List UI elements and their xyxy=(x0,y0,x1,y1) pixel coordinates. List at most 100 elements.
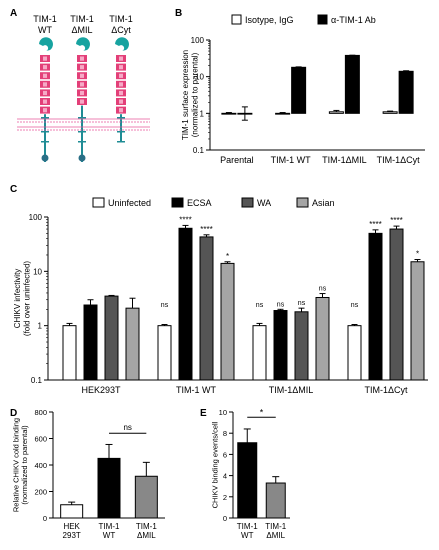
construct-label-line1: TIM-1 xyxy=(70,14,94,24)
panel-d-chart: D 0 200 400 600 800 Relative CHIKV cold bindin… xyxy=(10,408,165,540)
x-tick-label: TIM-1ΔCyt xyxy=(364,385,408,395)
panel-e-chart: E 0 2 4 6 8 10 CHIKV binding events/cell TIM-1 WT… xyxy=(200,407,290,540)
bar xyxy=(199,236,214,381)
bar xyxy=(252,325,267,381)
significance-label: ns xyxy=(319,286,327,293)
y-tick-label: 200 xyxy=(34,488,47,497)
mucin-highlight xyxy=(119,65,123,70)
cytoplasmic-tail-icon xyxy=(41,154,49,162)
y-tick-label: 4 xyxy=(223,472,227,481)
mucin-highlight xyxy=(80,56,84,61)
bar xyxy=(134,475,158,519)
bar xyxy=(125,307,140,381)
bar xyxy=(315,296,330,381)
bar xyxy=(389,228,404,381)
y-axis-label: TIM-1 surface expression(normalized to p… xyxy=(181,50,199,140)
y-tick-label: 0 xyxy=(43,514,47,523)
significance-label: ns xyxy=(298,300,306,307)
mucin-highlight xyxy=(119,108,123,113)
mucin-highlight xyxy=(80,99,84,104)
bar xyxy=(104,295,119,381)
x-tick-label: TIM-1ΔCyt xyxy=(377,155,421,165)
construct-label-line1: TIM-1 xyxy=(33,14,57,24)
bar xyxy=(221,112,237,115)
significance-label: * xyxy=(226,252,229,261)
stalk xyxy=(44,114,46,162)
bar xyxy=(97,457,121,519)
legend-swatch xyxy=(231,14,242,25)
y-tick-label: 10 xyxy=(219,408,227,417)
comparison-label: ns xyxy=(123,423,131,432)
bar xyxy=(347,325,362,381)
tm-tick xyxy=(41,131,49,133)
tm-tick xyxy=(78,131,86,133)
ig-domain-icon xyxy=(76,37,90,51)
bar xyxy=(328,111,344,114)
legend-label: Asian xyxy=(312,198,335,208)
mucin-highlight xyxy=(119,82,123,87)
bar xyxy=(294,311,309,381)
mucin-highlight xyxy=(119,73,123,78)
bar xyxy=(265,482,286,519)
significance-label: **** xyxy=(200,225,212,234)
mucin-highlight xyxy=(80,90,84,96)
legend-swatch xyxy=(171,197,184,208)
legend-swatch xyxy=(317,14,328,25)
y-tick-label: 400 xyxy=(34,461,47,470)
x-tick-label: TIM-1 WT xyxy=(271,155,311,165)
bar xyxy=(62,325,77,381)
legend-swatch xyxy=(92,197,105,208)
y-tick-label: 10 xyxy=(33,267,42,276)
y-tick-label: 1 xyxy=(38,322,43,331)
mucin-highlight xyxy=(119,99,123,104)
tm-tick xyxy=(117,117,125,119)
y-tick-label: 600 xyxy=(34,435,47,444)
cyto-tick xyxy=(41,141,49,143)
bar xyxy=(368,232,383,381)
bar xyxy=(157,325,172,381)
y-tick-label: 800 xyxy=(34,408,47,417)
significance-label: ns xyxy=(277,301,285,308)
significance-label: * xyxy=(416,250,419,259)
bar xyxy=(220,262,235,381)
mucin-highlight xyxy=(43,99,47,104)
y-tick-label: 10 xyxy=(195,73,204,82)
construct-label-line2: WT xyxy=(38,25,52,35)
y-tick-label: 0.1 xyxy=(31,376,43,385)
legend-swatch xyxy=(296,197,309,208)
bar xyxy=(398,70,414,114)
significance-label: **** xyxy=(179,215,191,224)
y-axis-label: Relative CHIKV cold binding(normalized t… xyxy=(11,418,29,512)
legend-label: Isotype, IgG xyxy=(245,15,294,25)
mucin-highlight xyxy=(80,82,84,87)
y-tick-label: 1 xyxy=(200,109,205,118)
bar xyxy=(273,310,288,381)
panel-letter-d: D xyxy=(10,408,17,419)
cyto-tick xyxy=(78,141,86,143)
x-tick-label: TIM-1ΔMIL xyxy=(322,155,367,165)
x-tick-label: TIM-1ΔMIL xyxy=(269,385,314,395)
mucin-highlight xyxy=(43,108,47,113)
stalk xyxy=(81,105,83,162)
mucin-highlight xyxy=(43,90,47,96)
y-axis-label: CHIKV binding events/cell xyxy=(211,421,220,508)
bar xyxy=(410,261,425,381)
construct-label-line1: TIM-1 xyxy=(109,14,133,24)
mucin-highlight xyxy=(80,65,84,70)
panel-letter-b: B xyxy=(175,8,182,19)
mucin-highlight xyxy=(43,73,47,78)
y-axis-label: CHIKV infectivity(fold over uninfected) xyxy=(13,261,31,336)
y-tick-label: 8 xyxy=(223,429,227,438)
bar xyxy=(291,66,307,114)
bar xyxy=(83,304,98,381)
mucin-highlight xyxy=(43,82,47,87)
y-tick-label: 0 xyxy=(223,514,227,523)
panel-letter-a: A xyxy=(10,8,17,19)
construct-label-line2: ΔMIL xyxy=(71,25,92,35)
x-tick-label: Parental xyxy=(220,155,254,165)
panel-letter-c: C xyxy=(10,184,17,195)
